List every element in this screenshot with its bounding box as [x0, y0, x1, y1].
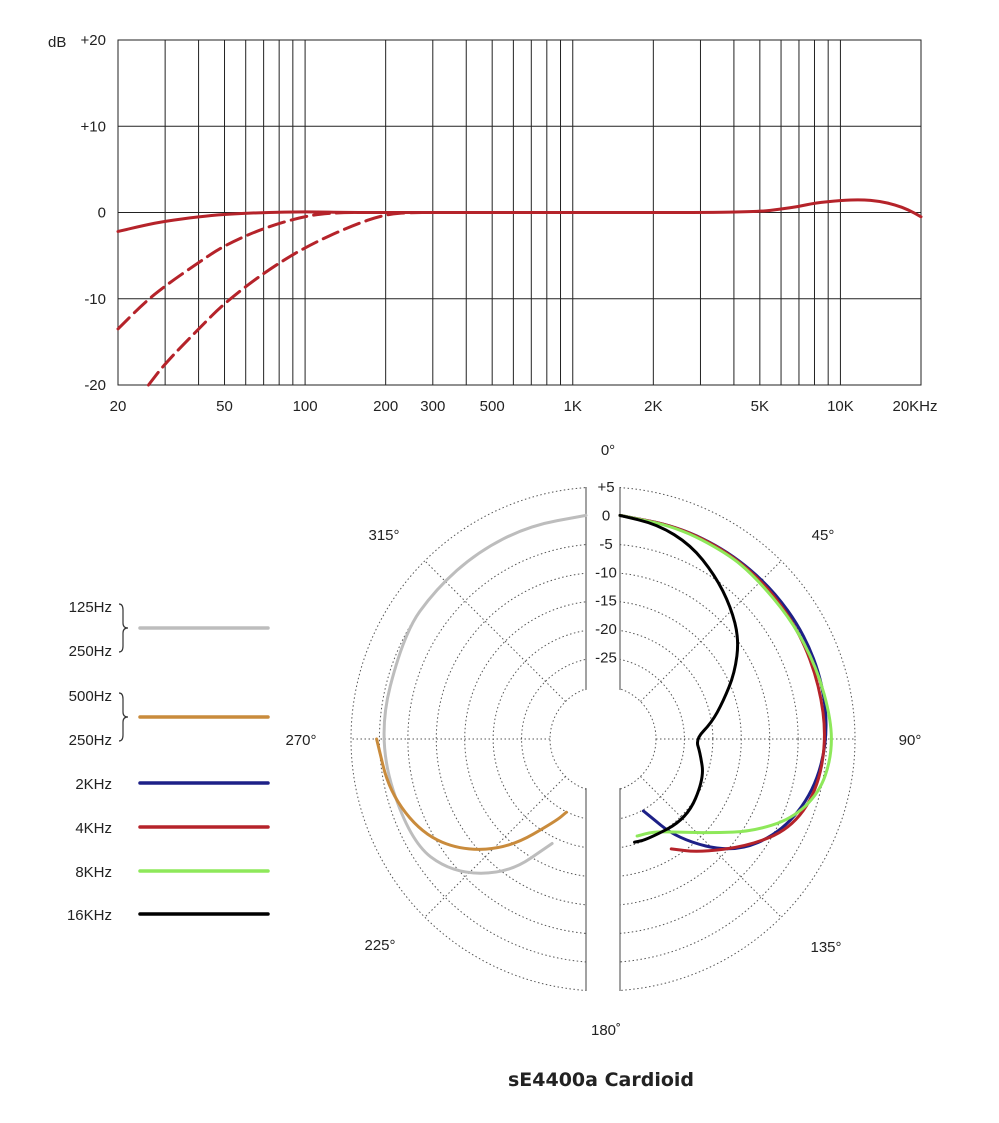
fr-series-low-cut-2 — [146, 210, 435, 387]
legend-brace — [118, 603, 129, 653]
polar-angle-label-225: 225° — [364, 937, 395, 954]
polar-chart-title: sE4400a Cardioid — [508, 1069, 694, 1091]
legend-label: 2KHz — [75, 776, 112, 793]
polar-ring — [350, 486, 856, 992]
polar-spoke — [640, 776, 782, 918]
polar-radial-label: +5 — [597, 479, 614, 496]
x-tick-label: 200 — [373, 398, 398, 415]
legend-label: 16KHz — [67, 907, 112, 924]
x-tick-label: 300 — [420, 398, 445, 415]
x-tick-label: 20KHz — [892, 398, 937, 415]
y-tick-label: +20 — [81, 32, 106, 49]
y-tick-label: -20 — [84, 377, 106, 394]
x-tick-label: 100 — [293, 398, 318, 415]
y-tick-label: 0 — [98, 205, 106, 222]
polar-angle-label-180: 180˚ — [591, 1022, 621, 1039]
x-tick-label: 10K — [827, 398, 854, 415]
polar-radial-label: -25 — [595, 650, 617, 667]
x-tick-label: 20 — [110, 398, 127, 415]
legend-label-top: 500Hz — [69, 688, 112, 705]
x-tick-label: 500 — [480, 398, 505, 415]
polar-spoke — [640, 560, 782, 702]
polar-grid — [350, 483, 856, 995]
polar-ring — [407, 543, 799, 935]
polar-angle-label-135: 135° — [810, 939, 841, 956]
legend-label: 8KHz — [75, 864, 112, 881]
polar-angle-label-270: 270° — [285, 732, 316, 749]
polar-curve-8KHz — [618, 513, 833, 838]
polar-curve-4KHz — [618, 513, 826, 853]
legend-label-bottom: 250Hz — [69, 732, 112, 749]
polar-angle-label-315: 315° — [368, 527, 399, 544]
polar-spoke — [424, 560, 566, 702]
legend-label-top: 125Hz — [69, 599, 112, 616]
polar-curve-16KHz — [618, 513, 740, 844]
polar-radial-label: -10 — [595, 564, 617, 581]
polar-labels: +5 0 -5 -10 -15 -20 -25 0° 45° 90° 135° 180˚ 225° 270… — [285, 442, 921, 1039]
legend-label-bottom: 250Hz — [69, 643, 112, 660]
y-tick-label: -10 — [84, 291, 106, 308]
polar-angle-label-90: 90° — [899, 732, 922, 749]
polar-angle-label-0: 0° — [601, 442, 615, 459]
fr-series-low-cut-1 — [116, 210, 388, 331]
polar-angle-label-45: 45° — [812, 527, 835, 544]
polar-radial-label: 0 — [602, 507, 610, 524]
legend-label: 4KHz — [75, 820, 112, 837]
polar-curve-125Hz-250Hz — [382, 513, 588, 875]
frequency-response-y-label: dB — [48, 34, 66, 51]
polar-spoke — [424, 776, 566, 918]
polar-curve-500Hz-250Hz — [375, 737, 568, 851]
legend-brace — [118, 692, 129, 742]
polar-pattern-curves — [375, 513, 833, 875]
polar-curve-2KHz — [618, 513, 828, 851]
polar-hub — [551, 687, 655, 791]
polar-radial-label: -15 — [595, 593, 617, 610]
frequency-response-curves — [116, 198, 923, 387]
polar-radial-label: -5 — [599, 536, 612, 553]
polar-legend: 125Hz 250Hz 500Hz 250Hz 2KHz 4KHz 8KHz 16KHz — [67, 599, 270, 924]
x-tick-label: 1K — [564, 398, 582, 415]
polar-radial-label: -20 — [595, 621, 617, 638]
x-tick-label: 2K — [644, 398, 662, 415]
y-tick-label: +10 — [81, 118, 106, 135]
x-tick-label: 5K — [751, 398, 769, 415]
fr-series-flat — [116, 198, 923, 233]
x-tick-label: 50 — [216, 398, 233, 415]
